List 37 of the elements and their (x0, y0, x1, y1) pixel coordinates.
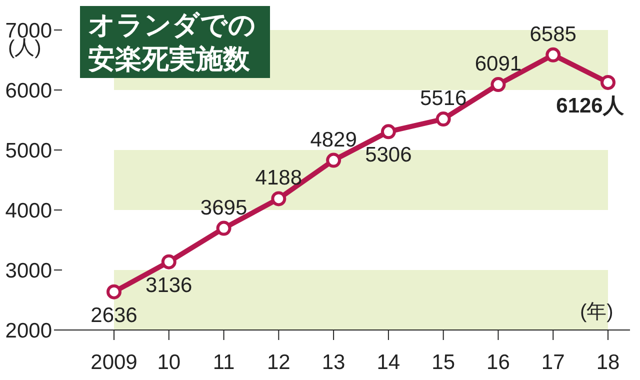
y-tick-label: 6000 (5, 79, 52, 102)
y-tick-label: 5000 (5, 139, 52, 162)
x-tick-label: 2009 (90, 350, 138, 374)
data-label: 5306 (365, 144, 412, 167)
point (380, 124, 396, 140)
x-axis-title: (年) (580, 300, 614, 325)
data-label: 5516 (420, 87, 467, 110)
data-label: 3136 (146, 274, 192, 297)
data-label: 6585 (530, 22, 576, 46)
x-tick-label: 15 (432, 350, 456, 374)
y-tick-label: 2000 (5, 319, 52, 342)
data-label: 4188 (255, 166, 302, 190)
data-label: 6126人 (556, 94, 625, 118)
y-tick-label: 3000 (5, 259, 52, 282)
x-tick-label: 10 (157, 350, 181, 374)
x-tick-label: 14 (376, 350, 400, 374)
chart-title: オランダでの安楽死実施数 (80, 6, 270, 78)
point (161, 254, 176, 270)
point (326, 152, 342, 168)
point (216, 220, 232, 236)
x-tick-label: 12 (266, 350, 290, 374)
data-label: 3695 (200, 196, 248, 220)
data-label: 6091 (474, 52, 522, 76)
y-tick-label: 4000 (5, 199, 52, 222)
data-label: 2636 (90, 304, 138, 327)
data-label: 4829 (310, 128, 357, 152)
point (546, 47, 561, 62)
x-tick-label: 17 (541, 350, 565, 374)
x-tick-label: 16 (486, 350, 510, 374)
x-tick-label: 18 (596, 350, 620, 374)
point (106, 284, 122, 300)
x-tick-label: 13 (322, 350, 346, 374)
x-tick-label: 11 (212, 350, 235, 374)
point (271, 191, 286, 206)
point (436, 112, 451, 127)
point (490, 77, 506, 92)
point (600, 74, 616, 90)
